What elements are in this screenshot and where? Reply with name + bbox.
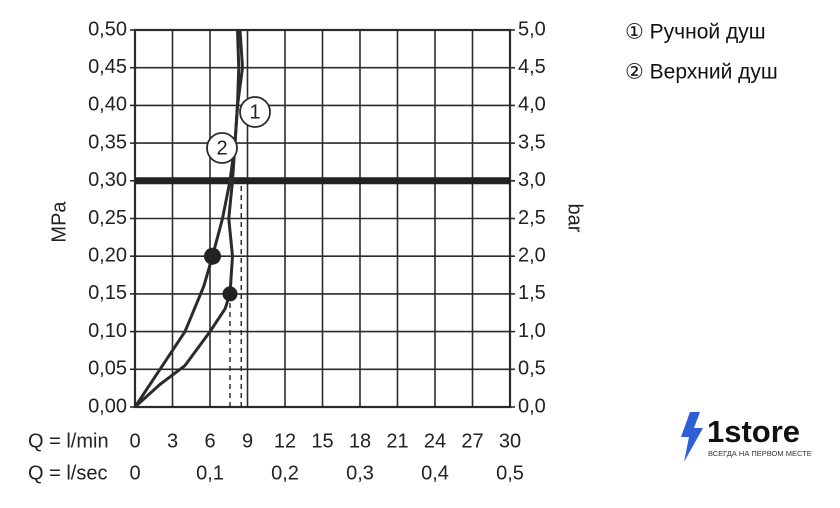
x2-tick-label: 0,5 xyxy=(496,462,524,484)
y-tick-label: 0,40 xyxy=(88,94,127,116)
y2-tick-label: 3,0 xyxy=(518,169,546,191)
x2-tick-label: 0,2 xyxy=(271,462,299,484)
series-label-circle xyxy=(239,96,271,128)
y2-tick-label: 0,0 xyxy=(518,395,546,417)
series-label: 2 xyxy=(216,137,227,159)
watermark: 1store ВСЕГДА НА ПЕРВОМ МЕСТЕ xyxy=(681,412,812,462)
x2-tick-label: 0,1 xyxy=(196,462,224,484)
y-tick-label: 0,45 xyxy=(88,56,127,78)
y2-tick-label: 5,0 xyxy=(518,18,546,40)
y2-tick-label: 1,5 xyxy=(518,282,546,304)
logo-tagline: ВСЕГДА НА ПЕРВОМ МЕСТЕ xyxy=(708,449,812,458)
x-tick-label: 12 xyxy=(274,430,296,452)
series-line xyxy=(133,29,241,408)
x2-axis-label: Q = l/sec xyxy=(28,462,107,484)
y-tick-label: 0,05 xyxy=(88,358,127,380)
plot-frame xyxy=(133,28,512,409)
x-tick-label: 9 xyxy=(242,430,253,452)
y2-axis-label: bar xyxy=(564,204,586,233)
y-axis-label: MPa xyxy=(48,201,70,243)
y-tick-label: 0,20 xyxy=(88,244,127,266)
x-tick-label: 21 xyxy=(386,430,408,452)
logo-icon xyxy=(681,412,703,462)
legend-entry: ② Верхний душ xyxy=(625,61,778,84)
x-tick-label: 27 xyxy=(461,430,483,452)
y2-tick-label: 2,0 xyxy=(518,244,546,266)
y-tick-label: 0,35 xyxy=(88,131,127,153)
x-tick-label: 3 xyxy=(167,430,178,452)
point xyxy=(222,286,238,302)
y2-tick-label: 4,5 xyxy=(518,56,546,78)
x2-tick-label: 0,4 xyxy=(421,462,449,484)
y-tick-label: 0,15 xyxy=(88,282,127,304)
y2-tick-label: 1,0 xyxy=(518,320,546,342)
y-tick-label: 0,30 xyxy=(88,169,127,191)
y2-tick-label: 2,5 xyxy=(518,207,546,229)
x2-tick-label: 0,3 xyxy=(346,462,374,484)
series-label: 1 xyxy=(249,101,260,123)
y2-tick-label: 3,5 xyxy=(518,131,546,153)
y-tick-label: 0,25 xyxy=(88,207,127,229)
x-axis-label: Q = l/min xyxy=(28,430,109,452)
point xyxy=(204,247,221,265)
x-tick-label: 24 xyxy=(424,430,446,452)
y-tick-label: 0,10 xyxy=(88,320,127,342)
x-tick-label: 18 xyxy=(349,430,371,452)
y-tick-label: 0,00 xyxy=(88,395,127,417)
logo-brand: 1store xyxy=(707,414,800,449)
x-tick-label: 0 xyxy=(129,430,140,452)
x-tick-label: 30 xyxy=(499,430,521,452)
x2-tick-label: 0 xyxy=(129,462,140,484)
y-tick-label: 0,50 xyxy=(88,18,127,40)
y2-tick-label: 4,0 xyxy=(518,94,546,116)
series-label-circle xyxy=(206,132,238,164)
legend-entry: ① Ручной душ xyxy=(625,21,766,44)
x-tick-label: 15 xyxy=(311,430,333,452)
y2-tick-label: 0,5 xyxy=(518,358,546,380)
x-tick-label: 6 xyxy=(204,430,215,452)
